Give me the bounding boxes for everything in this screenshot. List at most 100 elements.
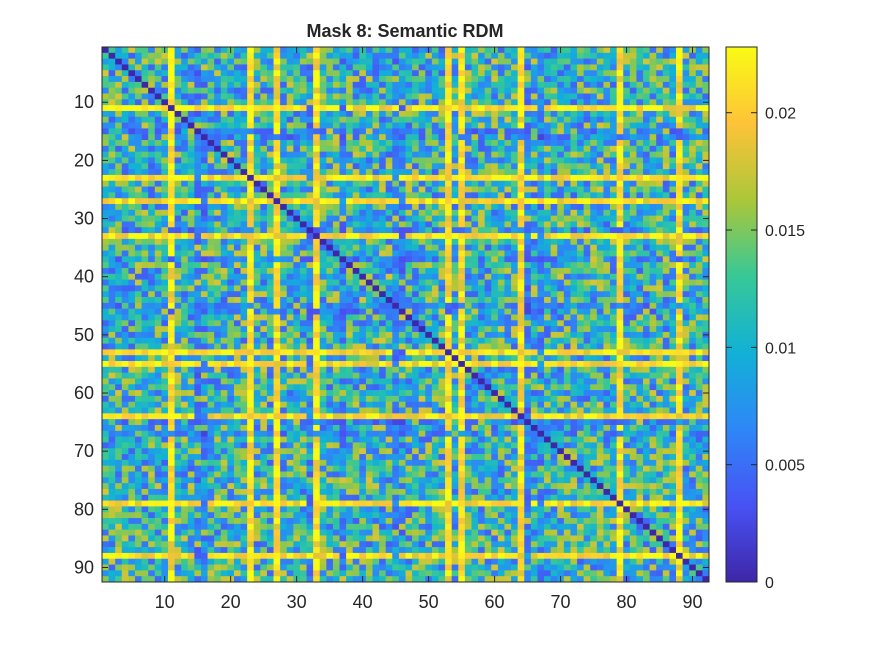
heatmap-cell xyxy=(610,326,617,333)
heatmap-cell xyxy=(148,169,156,176)
heatmap-cell xyxy=(550,343,558,350)
heatmap-cell xyxy=(497,209,505,216)
heatmap-cell xyxy=(286,157,294,164)
heatmap-cell xyxy=(577,279,584,286)
heatmap-cell xyxy=(266,349,274,356)
heatmap-cell xyxy=(524,58,532,65)
heatmap-cell xyxy=(511,337,519,344)
heatmap-cell xyxy=(181,81,189,89)
heatmap-cell xyxy=(306,186,314,193)
heatmap-cell xyxy=(233,250,241,257)
heatmap-cell xyxy=(148,174,156,182)
heatmap-matrix[interactable] xyxy=(102,47,710,583)
heatmap-cell xyxy=(478,204,486,211)
heatmap-cell xyxy=(392,58,400,65)
heatmap-cell xyxy=(187,64,195,71)
heatmap-cell xyxy=(313,110,321,118)
heatmap-cell xyxy=(530,273,538,280)
heatmap-cell xyxy=(174,331,182,339)
heatmap-cell xyxy=(214,169,222,176)
heatmap-cell xyxy=(102,256,109,263)
heatmap-cell xyxy=(266,87,274,94)
heatmap-cell xyxy=(563,47,571,54)
heatmap-cell xyxy=(247,337,255,344)
heatmap-cell xyxy=(332,174,340,182)
heatmap-cell xyxy=(484,47,492,54)
heatmap-cell xyxy=(266,279,274,286)
heatmap-cell xyxy=(141,343,149,350)
heatmap-cell xyxy=(134,64,142,71)
heatmap-cell xyxy=(458,238,466,246)
heatmap-cell xyxy=(458,128,466,135)
heatmap-cell xyxy=(491,302,499,310)
heatmap-cell xyxy=(286,70,294,77)
heatmap-cell xyxy=(365,198,373,205)
heatmap-cell xyxy=(352,331,360,339)
heatmap-cell xyxy=(280,238,288,246)
heatmap-cell xyxy=(266,105,274,112)
heatmap-cell xyxy=(471,198,479,205)
heatmap-cell xyxy=(405,110,413,118)
heatmap-cell xyxy=(240,186,248,193)
heatmap-cell xyxy=(181,169,189,176)
heatmap-cell xyxy=(148,273,156,280)
heatmap-cell xyxy=(695,233,703,240)
heatmap-cell xyxy=(662,128,670,135)
heatmap-cell xyxy=(438,320,446,327)
heatmap-cell xyxy=(253,244,261,251)
heatmap-cell xyxy=(544,52,551,59)
heatmap-cell xyxy=(695,291,703,298)
heatmap-cell xyxy=(431,337,439,344)
heatmap-cell xyxy=(293,262,301,269)
heatmap-cell xyxy=(511,297,519,304)
heatmap-cell xyxy=(174,174,182,182)
heatmap-cell xyxy=(194,186,202,193)
heatmap-cell xyxy=(603,355,611,362)
heatmap-cell xyxy=(385,337,393,344)
heatmap-cell xyxy=(379,122,387,129)
heatmap-cell xyxy=(563,58,571,65)
heatmap-cell xyxy=(339,314,347,321)
heatmap-cell xyxy=(108,279,116,286)
heatmap-cell xyxy=(702,110,710,118)
heatmap-cell xyxy=(702,163,710,170)
heatmap-cell xyxy=(583,349,591,356)
heatmap-cell xyxy=(200,250,208,257)
heatmap-cell xyxy=(596,122,604,129)
heatmap-cell xyxy=(662,198,670,205)
heatmap-cell xyxy=(616,169,624,176)
heatmap-cell xyxy=(299,267,307,275)
heatmap-cell xyxy=(491,256,499,263)
heatmap-cell xyxy=(649,116,657,123)
heatmap-cell xyxy=(247,145,255,153)
heatmap-cell xyxy=(596,87,604,94)
heatmap-cell xyxy=(306,320,314,327)
heatmap-cell xyxy=(319,227,327,234)
heatmap-cell xyxy=(669,233,677,240)
heatmap-cell xyxy=(332,151,340,158)
heatmap-cell xyxy=(563,314,571,321)
heatmap-cell xyxy=(662,221,670,228)
heatmap-cell xyxy=(550,151,558,158)
heatmap-cell xyxy=(214,215,222,222)
heatmap-cell xyxy=(253,227,261,234)
heatmap-cell xyxy=(550,215,558,222)
heatmap-cell xyxy=(577,163,584,170)
heatmap-cell xyxy=(194,262,202,269)
heatmap-cell xyxy=(464,291,472,298)
heatmap-cell xyxy=(161,180,169,187)
heatmap-cell xyxy=(570,273,578,280)
heatmap-cell xyxy=(115,198,123,205)
heatmap-cell xyxy=(649,297,657,304)
heatmap-cell xyxy=(511,198,519,205)
heatmap-cell xyxy=(115,250,123,257)
heatmap-cell xyxy=(134,227,142,234)
heatmap-cell xyxy=(154,314,162,321)
heatmap-cell xyxy=(385,209,393,216)
heatmap-cell xyxy=(557,70,565,77)
heatmap-cell xyxy=(669,70,677,77)
heatmap-cell xyxy=(141,81,149,89)
heatmap-cell xyxy=(273,64,281,71)
heatmap-cell xyxy=(286,145,294,153)
heatmap-cell xyxy=(524,314,532,321)
